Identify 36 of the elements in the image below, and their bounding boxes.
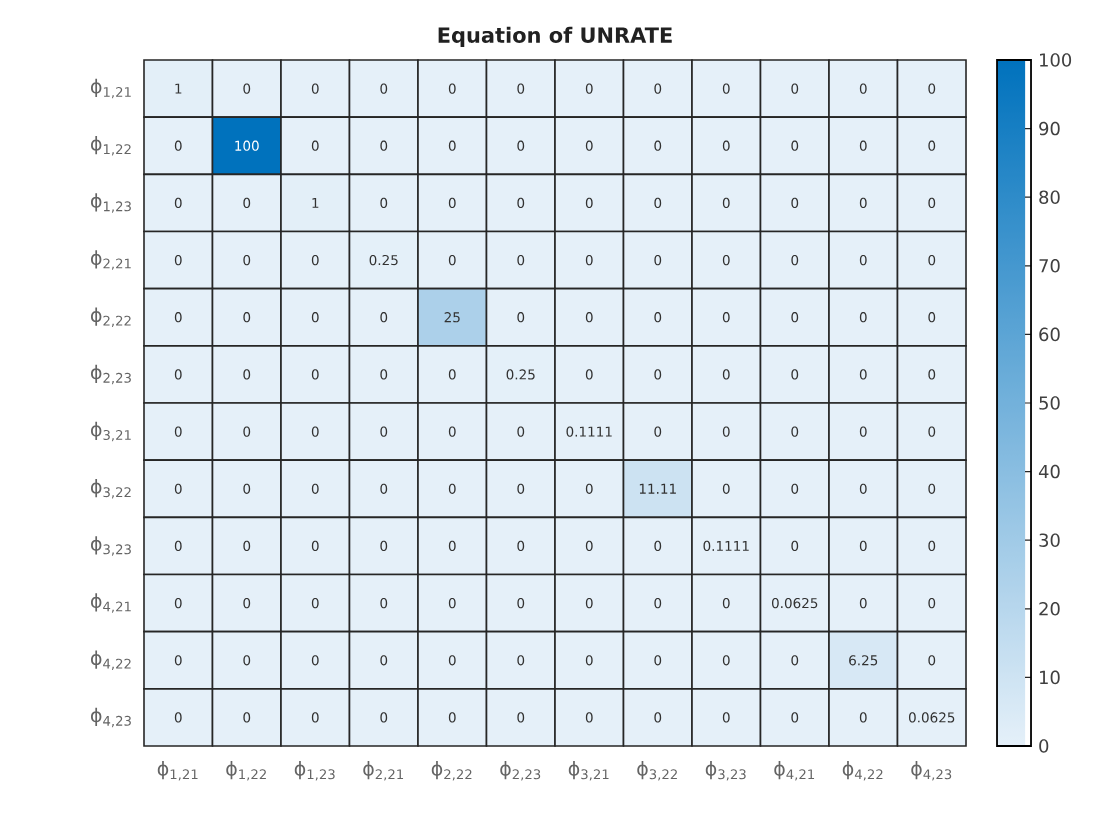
y-tick-label: ϕ$_{3,22}$ (91, 478, 131, 499)
x-tick-label: ϕ$_{3,22}$ (637, 761, 677, 781)
color-bar-label: 40 (1038, 464, 1060, 479)
x-tick-label: ϕ$_{1,23}$ (294, 761, 335, 781)
y-tick-label: ϕ$_{2,21}$ (91, 250, 131, 270)
color-bar-label: 70 (1039, 259, 1060, 273)
color-bar-label: 90 (1039, 121, 1060, 136)
color-bar-label: 20 (1039, 602, 1060, 616)
color-bar-label: 100 (1040, 53, 1072, 67)
x-tick-label: ϕ$_{1,22}$ (226, 761, 266, 781)
color-bar-label: 30 (1039, 533, 1060, 547)
color-bar-label: 10 (1040, 670, 1060, 685)
x-tick-label: ϕ$_{4,22}$ (842, 761, 883, 781)
x-tick-label: ϕ$_{1,21}$ (157, 761, 198, 781)
y-tick-label: ϕ$_{1,23}$ (91, 193, 131, 213)
x-tick-label: ϕ$_{3,23}$ (705, 761, 746, 781)
x-tick-label: ϕ$_{4,21}$ (774, 761, 815, 781)
x-tick-label: ϕ$_{2,22}$ (431, 761, 472, 781)
color-bar-label: 80 (1039, 190, 1060, 204)
color-bar-label: 60 (1039, 327, 1060, 342)
y-tick-label: ϕ$_{1,22}$ (91, 135, 131, 156)
color-bar-label: 50 (1039, 396, 1060, 410)
y-tick-label: ϕ$_{4,22}$ (91, 650, 131, 671)
chart-title: Equation of UNRATE (438, 26, 672, 47)
y-tick-label: ϕ$_{3,23}$ (91, 536, 131, 556)
y-tick-label: ϕ$_{4,23}$ (91, 707, 131, 728)
y-tick-label: ϕ$_{3,21}$ (91, 421, 131, 442)
x-tick-label: ϕ$_{3,21}$ (568, 761, 609, 781)
x-tick-label: ϕ$_{4,23}$ (911, 761, 952, 781)
x-tick-label: ϕ$_{2,21}$ (363, 761, 404, 781)
y-tick-label: ϕ$_{2,23}$ (91, 364, 131, 385)
y-tick-label: ϕ$_{4,21}$ (91, 593, 131, 613)
color-bar-label: 0 (1039, 739, 1049, 753)
y-tick-label: ϕ$_{1,21}$ (91, 78, 131, 99)
y-tick-label: ϕ$_{2,22}$ (91, 307, 131, 328)
x-tick-label: ϕ$_{2,23}$ (500, 761, 541, 781)
